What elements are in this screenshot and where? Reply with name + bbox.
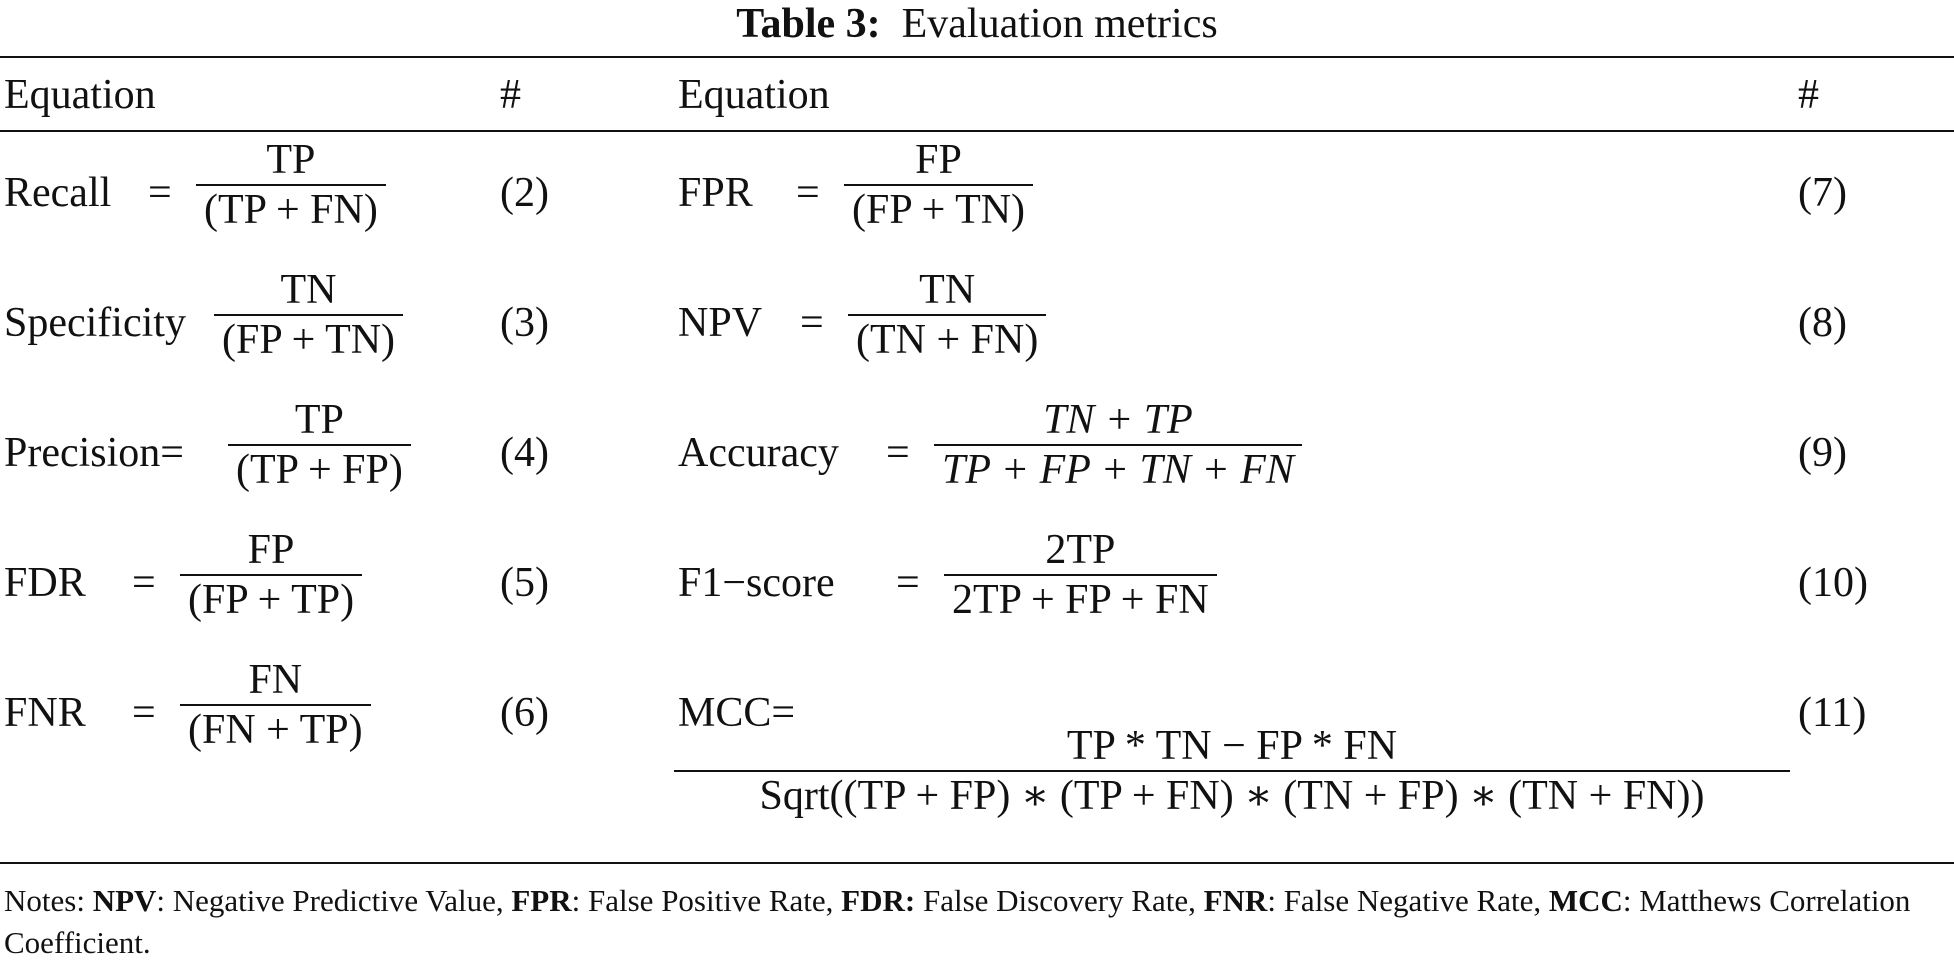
fraction-bar (848, 314, 1047, 316)
label-specificity: Specificity (4, 300, 186, 346)
note-def-npv: : Negative Predictive Value, (156, 883, 512, 918)
numerator-fpr: FP (915, 137, 962, 183)
eq-sign-npv: = (800, 300, 824, 346)
eq-number-3: (3) (500, 300, 549, 346)
fraction-accuracy: TN + TP TP + FP + TN + FN (934, 396, 1302, 494)
denominator-fnr: (FN + TP) (188, 707, 363, 753)
eq-number-7: (7) (1798, 170, 1847, 216)
eq-number-8: (8) (1798, 300, 1847, 346)
fraction-bar (944, 574, 1217, 576)
denominator-fdr: (FP + TP) (188, 577, 355, 623)
fraction-bar (934, 444, 1302, 446)
eq-number-6: (6) (500, 690, 549, 736)
table-caption: Table 3: Evaluation metrics (0, 0, 1954, 48)
eq-number-9: (9) (1798, 430, 1847, 476)
denominator-fpr: (FP + TN) (852, 187, 1026, 233)
eq-sign-fdr: = (132, 560, 156, 606)
eq-number-4: (4) (500, 430, 549, 476)
fraction-npv: TN (TN + FN) (848, 266, 1047, 364)
label-precision: Precision= (4, 430, 184, 476)
header-equation-right: Equation (678, 72, 830, 118)
fraction-fpr: FP (FP + TN) (844, 136, 1034, 234)
denominator-precision: (TP + FP) (236, 447, 403, 493)
label-mcc: MCC= (678, 690, 796, 736)
table-caption-text: Evaluation metrics (901, 1, 1218, 47)
denominator-mcc: Sqrt((TP + FP) ∗ (TP + FN) ∗ (TN + FP) ∗… (759, 773, 1705, 819)
note-term-mcc: MCC (1548, 883, 1623, 918)
eq-sign-fpr: = (796, 170, 820, 216)
fraction-f1-score: 2TP 2TP + FP + FN (944, 526, 1217, 624)
denominator-recall: (TP + FN) (204, 187, 378, 233)
denominator-specificity: (FP + TN) (222, 317, 396, 363)
table-notes: Notes: NPV: Negative Predictive Value, F… (4, 880, 1952, 964)
numerator-fnr: FN (248, 657, 303, 703)
bottom-rule (0, 862, 1954, 864)
header-equation-left: Equation (4, 72, 156, 118)
denominator-f1-score: 2TP + FP + FN (952, 577, 1209, 623)
eq-number-5: (5) (500, 560, 549, 606)
numerator-recall: TP (266, 137, 316, 183)
fraction-mcc: TP * TN − FP * FN Sqrt((TP + FP) ∗ (TP +… (674, 722, 1790, 820)
numerator-accuracy: TN + TP (1043, 397, 1193, 443)
fraction-bar (196, 184, 386, 186)
fraction-bar (180, 704, 371, 706)
fraction-bar (180, 574, 363, 576)
fraction-bar (844, 184, 1034, 186)
note-term-npv: NPV (92, 883, 157, 918)
note-def-fdr: False Discovery Rate, (915, 883, 1204, 918)
note-def-fnr: : False Negative Rate, (1267, 883, 1549, 918)
fraction-recall: TP (TP + FN) (196, 136, 386, 234)
eq-number-10: (10) (1798, 560, 1868, 606)
numerator-npv: TN (919, 267, 976, 313)
note-term-fdr: FDR: (841, 883, 916, 918)
eq-number-11: (11) (1798, 690, 1867, 736)
fraction-specificity: TN (FP + TN) (214, 266, 404, 364)
fraction-bar (674, 770, 1790, 772)
fraction-fnr: FN (FN + TP) (180, 656, 371, 754)
header-number-right: # (1798, 72, 1819, 118)
numerator-fdr: FP (247, 527, 295, 573)
eq-number-2: (2) (500, 170, 549, 216)
note-term-fnr: FNR (1203, 883, 1268, 918)
fraction-fdr: FP (FP + TP) (180, 526, 363, 624)
eq-sign-recall: = (148, 170, 172, 216)
note-def-fpr: : False Positive Rate, (571, 883, 842, 918)
label-accuracy: Accuracy (678, 430, 839, 476)
label-recall: Recall (4, 170, 112, 216)
notes-prefix: Notes: (4, 883, 93, 918)
denominator-accuracy: TP + FP + TN + FN (942, 447, 1294, 493)
label-fpr: FPR (678, 170, 753, 216)
table-caption-label: Table 3: (736, 1, 881, 47)
top-rule (0, 56, 1954, 58)
label-fdr: FDR (4, 560, 86, 606)
eq-sign-fnr: = (132, 690, 156, 736)
numerator-specificity: TN (280, 267, 337, 313)
numerator-mcc: TP * TN − FP * FN (1066, 723, 1398, 769)
fraction-bar (214, 314, 404, 316)
denominator-npv: (TN + FN) (856, 317, 1039, 363)
eq-sign-f1-score: = (896, 560, 920, 606)
numerator-precision: TP (294, 397, 344, 443)
header-number-left: # (500, 72, 521, 118)
fraction-bar (228, 444, 411, 446)
header-rule (0, 130, 1954, 132)
eq-sign-accuracy: = (886, 430, 910, 476)
label-npv: NPV (678, 300, 763, 346)
note-term-fpr: FPR (511, 883, 572, 918)
fraction-precision: TP (TP + FP) (228, 396, 411, 494)
label-f1-score: F1−score (678, 560, 835, 606)
numerator-f1-score: 2TP (1045, 527, 1116, 573)
label-fnr: FNR (4, 690, 86, 736)
